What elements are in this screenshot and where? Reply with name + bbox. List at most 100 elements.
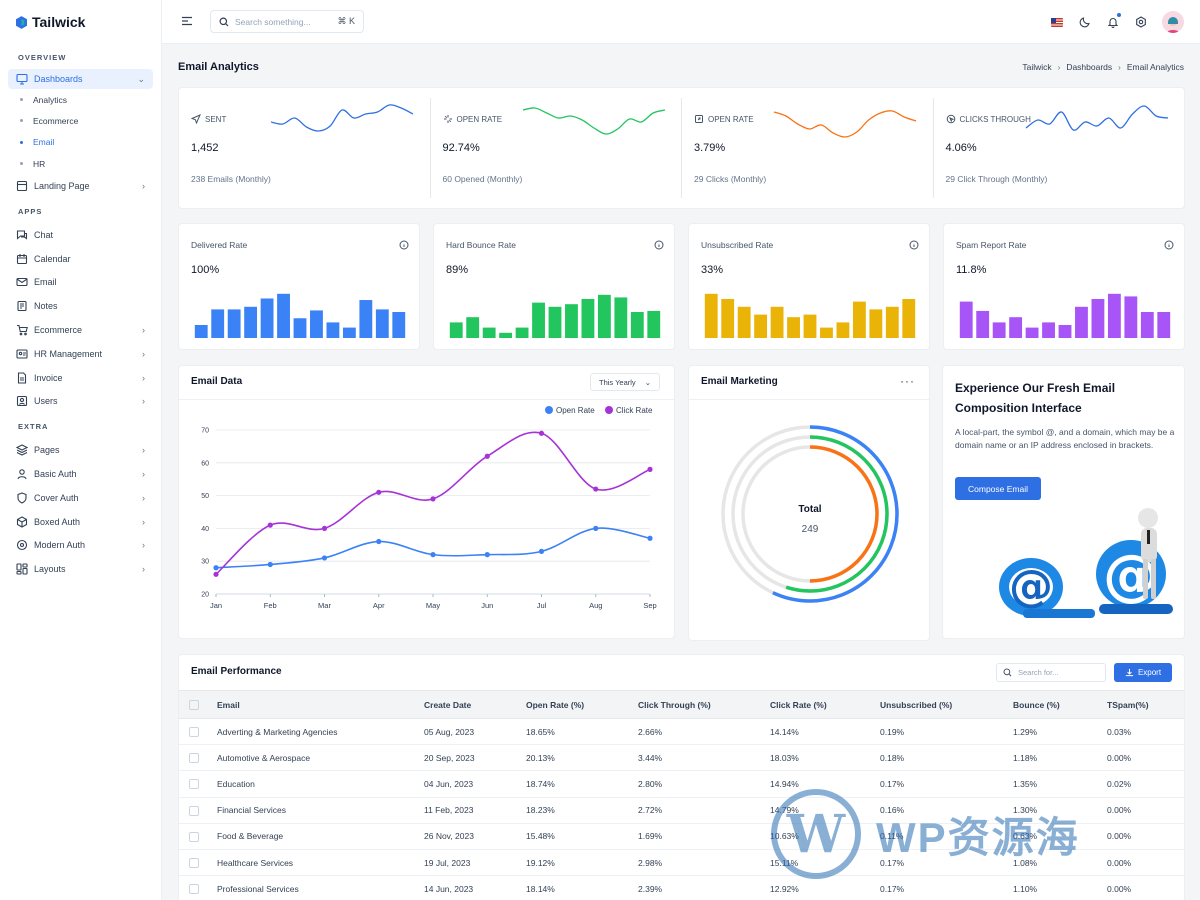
column-header[interactable]: Bounce (%) [1013,690,1107,719]
bell-icon[interactable] [1106,13,1121,29]
stat-value: 1,452 [191,142,219,154]
table-search-input[interactable]: Search for... [996,663,1106,682]
table-cell: 0.19% [880,718,1013,746]
data-point[interactable] [267,561,273,568]
cart-icon [16,324,28,336]
legend-label[interactable]: Click Rate [616,406,653,415]
avatar[interactable] [1162,11,1184,33]
compose-email-button[interactable]: Compose Email [955,477,1041,500]
sidebar-item-basic-auth[interactable]: Basic Auth › [0,462,161,486]
sidebar-item-notes[interactable]: Notes [0,294,161,318]
shield-icon [16,492,28,504]
info-icon[interactable] [909,240,919,250]
sidebar-item-hr-management[interactable]: HR Management › [0,342,161,366]
menu-toggle-icon[interactable] [180,14,194,28]
x-tick-label: Jun [481,601,493,610]
data-point[interactable] [647,535,653,541]
sidebar-item-boxed-auth[interactable]: Boxed Auth › [0,510,161,534]
more-options-icon[interactable]: ··· [900,374,915,388]
data-point[interactable] [538,430,545,436]
data-point[interactable] [647,466,653,472]
sidebar-sub-analytics[interactable]: Analytics [0,89,161,110]
row-checkbox[interactable] [189,805,199,816]
select-all-checkbox[interactable] [189,699,199,710]
email-performance-card: Email Performance Search for... Export E… [178,654,1185,900]
sidebar-item-chat[interactable]: Chat [0,223,161,247]
sidebar-item-label: Ecommerce [34,325,83,336]
data-point[interactable] [321,525,328,531]
table-row[interactable]: Education 04 Jun, 2023 18.74% 2.80% 14.94% 0.… [179,770,1184,798]
sidebar-item-calendar[interactable]: Calendar [0,247,161,271]
column-header[interactable]: Email [217,690,424,719]
info-icon[interactable] [399,240,409,250]
table-row[interactable]: Adverting & Marketing Agencies 05 Aug, 20… [179,718,1184,746]
sidebar-item-email[interactable]: Email [0,271,161,295]
sidebar-sub-hr[interactable]: HR [0,153,161,174]
row-checkbox[interactable] [189,753,199,764]
table-cell: 26 Nov, 2023 [424,823,526,850]
sidebar-item-cover-auth[interactable]: Cover Auth › [0,486,161,510]
mini-bar-chart [704,293,916,338]
sidebar-item-layouts[interactable]: Layouts › [0,557,161,581]
data-point[interactable] [376,489,382,495]
sidebar-item-users[interactable]: Users › [0,390,161,414]
row-checkbox[interactable] [189,831,199,842]
data-point[interactable] [430,496,436,502]
download-icon [1125,668,1134,677]
search-input[interactable]: Search something... ⌘ K [210,10,364,33]
sidebar-sub-ecommerce[interactable]: Ecommerce [0,110,161,131]
sidebar-item-landing-page[interactable]: Landing Page › [0,174,161,198]
calendar-icon [16,253,28,265]
table-cell: 14 Jun, 2023 [424,875,526,900]
row-checkbox[interactable] [189,779,199,790]
data-point[interactable] [593,525,599,531]
data-point[interactable] [593,486,599,492]
table-row[interactable]: Professional Services 14 Jun, 2023 18.14% 2… [179,875,1184,900]
data-point[interactable] [267,522,273,528]
sidebar-item-pages[interactable]: Pages › [0,438,161,462]
row-checkbox[interactable] [189,857,199,868]
column-header[interactable]: Unsubscribed (%) [880,690,1013,719]
column-header[interactable]: Click Through (%) [638,690,770,719]
breadcrumb-item[interactable]: Tailwick [1022,62,1052,72]
table-row[interactable]: Healthcare Services 19 Jul, 2023 19.12% 2.9… [179,849,1184,877]
table-row[interactable]: Food & Beverage 26 Nov, 2023 15.48% 1.69% 10… [179,823,1184,850]
sidebar-item-dashboards[interactable]: Dashboards ⌄ [8,69,153,89]
data-point[interactable] [430,552,436,558]
ring-value[interactable] [741,445,879,583]
data-point[interactable] [213,565,219,571]
export-button[interactable]: Export [1114,663,1172,682]
column-header[interactable]: Create Date [424,690,526,719]
sidebar-item-modern-auth[interactable]: Modern Auth › [0,534,161,558]
period-select[interactable]: This Yearly ⌄ [590,373,660,391]
data-point[interactable] [484,453,490,459]
data-point[interactable] [484,552,490,558]
breadcrumb-item[interactable]: Dashboards [1066,62,1113,72]
table-cell: 0.18% [880,744,1013,772]
language-flag-icon[interactable] [1050,15,1064,29]
ring-value[interactable] [731,435,889,593]
sidebar-item-invoice[interactable]: Invoice › [0,366,161,390]
mini-bar [959,301,973,338]
info-icon[interactable] [1164,240,1174,250]
data-point[interactable] [538,548,545,554]
column-header[interactable]: TSpam(%) [1107,690,1184,719]
data-point[interactable] [376,538,382,545]
sidebar-item-ecommerce[interactable]: Ecommerce › [0,318,161,342]
row-checkbox[interactable] [189,726,199,737]
legend-label[interactable]: Open Rate [556,406,595,415]
sidebar-item-label: HR Management [34,348,103,359]
column-header[interactable]: Click Rate (%) [770,690,880,719]
info-icon[interactable] [654,240,664,250]
settings-icon[interactable] [1134,15,1148,29]
row-checkbox[interactable] [189,884,199,895]
ring-value[interactable] [721,425,899,603]
sidebar-sub-email[interactable]: Email [0,132,161,153]
column-header[interactable]: Open Rate (%) [526,690,638,719]
data-point[interactable] [213,571,219,577]
table-row[interactable]: Automotive & Aerospace 20 Sep, 2023 20.13%… [179,744,1184,772]
logo[interactable]: Tailwick [0,0,161,44]
data-point[interactable] [321,555,328,561]
moon-icon[interactable] [1078,15,1092,29]
mini-bar [630,312,644,338]
